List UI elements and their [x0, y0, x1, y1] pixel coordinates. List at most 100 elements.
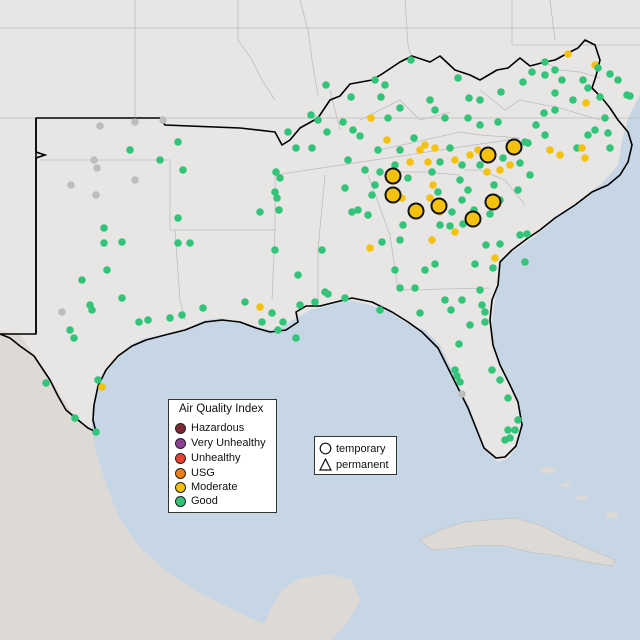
- monitor-good: [199, 304, 207, 312]
- monitor-good: [94, 376, 102, 384]
- monitor-good: [371, 76, 379, 84]
- monitor-no-data: [159, 116, 167, 124]
- monitor-moderate: [424, 158, 432, 166]
- monitor-good: [311, 298, 319, 306]
- monitor-good: [521, 138, 529, 146]
- moderate-swatch-icon: [175, 481, 186, 493]
- monitor-good: [551, 89, 559, 97]
- monitor-good: [416, 309, 424, 317]
- legend-item-temporary: temporary: [319, 441, 386, 456]
- monitor-good: [376, 306, 384, 314]
- monitor-good: [481, 318, 489, 326]
- monitor-good: [396, 236, 404, 244]
- monitor-good: [318, 246, 326, 254]
- monitor-good: [364, 211, 372, 219]
- monitor-good: [156, 156, 164, 164]
- monitor-good: [532, 121, 540, 129]
- monitor-good: [103, 266, 111, 274]
- monitor-good: [376, 168, 384, 176]
- monitor-good: [523, 230, 531, 238]
- monitor-good: [275, 206, 283, 214]
- monitor-good: [271, 246, 279, 254]
- monitor-good: [496, 240, 504, 248]
- monitor-moderate: [474, 146, 482, 154]
- monitor-good: [323, 128, 331, 136]
- monitor-good: [456, 176, 464, 184]
- monitor-good: [66, 326, 74, 334]
- monitor-good: [314, 116, 322, 124]
- monitor-no-data: [93, 164, 101, 172]
- legend-item-moderate: Moderate: [175, 480, 237, 494]
- monitor-good: [391, 161, 399, 169]
- monitor-good: [179, 166, 187, 174]
- monitor-good: [458, 196, 466, 204]
- monitor-good: [118, 238, 126, 246]
- monitor-good: [349, 126, 357, 134]
- monitor-moderate: [429, 181, 437, 189]
- monitor-moderate: [383, 136, 391, 144]
- monitor-good: [540, 109, 548, 117]
- monitor-good: [174, 138, 182, 146]
- monitor-good: [496, 376, 504, 384]
- monitor-good: [526, 171, 534, 179]
- monitor-good: [514, 416, 522, 424]
- monitor-good: [135, 318, 143, 326]
- monitor-good: [584, 131, 592, 139]
- monitor-good: [436, 221, 444, 229]
- monitor-good: [307, 111, 315, 119]
- monitor-good: [451, 366, 459, 374]
- temporary-monitor-moderate: [505, 138, 523, 156]
- monitor-good: [497, 88, 505, 96]
- monitor-good: [296, 301, 304, 309]
- monitor-good: [516, 231, 524, 239]
- yucatan: [258, 574, 360, 640]
- monitor-good: [434, 188, 442, 196]
- monitor-good: [464, 114, 472, 122]
- monitor-good: [446, 144, 454, 152]
- temporary-monitor-moderate: [430, 197, 448, 215]
- temporary-monitor-moderate: [407, 202, 425, 220]
- monitor-good: [396, 104, 404, 112]
- permanent-label: permanent: [336, 458, 389, 471]
- monitor-good: [371, 181, 379, 189]
- monitor-good: [341, 184, 349, 192]
- temporary-monitor-moderate: [384, 167, 402, 185]
- monitor-good: [601, 114, 609, 122]
- monitor-moderate: [431, 144, 439, 152]
- legend-item-good: Good: [175, 494, 218, 508]
- monitor-good: [272, 168, 280, 176]
- monitor-good: [584, 84, 592, 92]
- monitor-good: [478, 301, 486, 309]
- monitor-good: [279, 318, 287, 326]
- monitor-good: [486, 210, 494, 218]
- monitor-good: [399, 221, 407, 229]
- monitor-good: [294, 271, 302, 279]
- monitor-good: [374, 146, 382, 154]
- monitor-moderate: [556, 151, 564, 159]
- monitor-good: [396, 146, 404, 154]
- monitor-moderate: [581, 154, 589, 162]
- monitor-moderate: [451, 228, 459, 236]
- monitor-good: [446, 222, 454, 230]
- monitor-good: [186, 239, 194, 247]
- monitor-good: [456, 378, 464, 386]
- monitor-good: [504, 426, 512, 434]
- monitor-good: [482, 241, 490, 249]
- monitor-no-data: [58, 308, 66, 316]
- monitor-good: [378, 238, 386, 246]
- monitor-good: [100, 224, 108, 232]
- monitor-good: [268, 309, 276, 317]
- monitor-moderate: [416, 146, 424, 154]
- monitor-good: [436, 158, 444, 166]
- monitor-no-data: [96, 122, 104, 130]
- monitor-good: [594, 64, 602, 72]
- monitor-good: [528, 68, 536, 76]
- monitor-moderate: [466, 151, 474, 159]
- monitor-good: [455, 340, 463, 348]
- monitor-good: [506, 434, 514, 442]
- monitor-good: [606, 144, 614, 152]
- monitor-good: [258, 318, 266, 326]
- monitor-good: [174, 214, 182, 222]
- monitor-no-data: [92, 191, 100, 199]
- monitor-good: [464, 186, 472, 194]
